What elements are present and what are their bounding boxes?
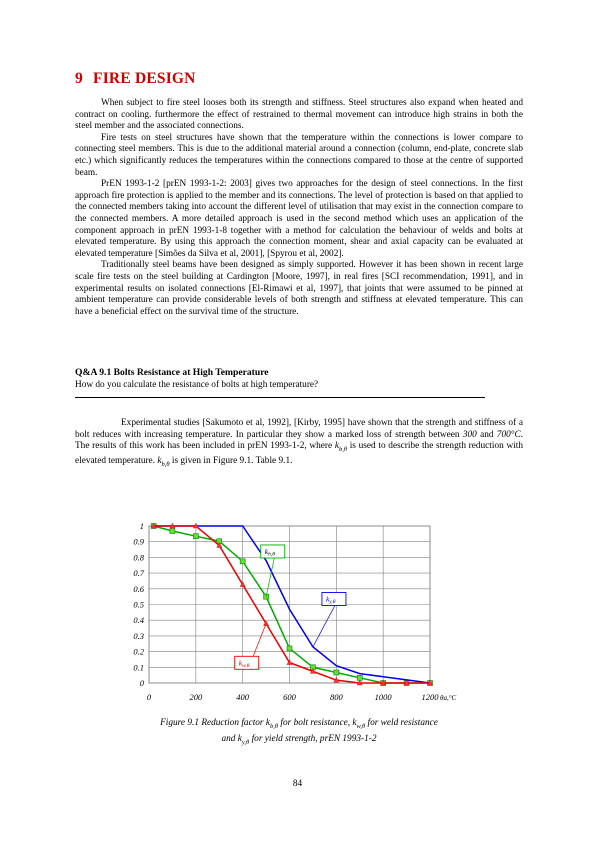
paragraph: Traditionally steel beams have been desi… — [75, 260, 523, 317]
answer-paragraph: Experimental studies [Sakumoto et al, 19… — [75, 418, 523, 468]
data-point — [193, 533, 199, 540]
data-point — [239, 558, 246, 565]
chapter-heading: 9 FIRE DESIGN — [75, 70, 196, 88]
y-tick-label: 1 — [140, 521, 144, 531]
annotation-label: ky,θ — [326, 595, 336, 606]
data-point — [286, 645, 293, 652]
qa-question: How do you calculate the resistance of b… — [75, 380, 319, 390]
y-tick-label: 0.4 — [133, 615, 144, 625]
y-tick-label: 0 — [140, 678, 145, 688]
annotation-label: kw,θ — [239, 658, 250, 669]
data-point — [216, 542, 223, 548]
chapter-number: 9 — [75, 70, 83, 87]
annotation-box — [260, 544, 286, 559]
x-tick-label: 1000 — [375, 692, 393, 702]
page-number: 84 — [292, 779, 303, 789]
y-tick-label: 0.3 — [133, 631, 144, 641]
figure-caption: Figure 9.1 Reduction factor kb,θ for bol… — [160, 718, 438, 746]
data-point — [309, 668, 316, 674]
data-point — [380, 679, 387, 686]
annotation-label: kb,θ — [265, 547, 275, 558]
x-tick-label: 600 — [283, 692, 297, 702]
y-tick-label: 0.9 — [133, 537, 144, 547]
paragraph: Fire tests on steel structures have show… — [75, 132, 523, 178]
y-tick-label: 0.5 — [133, 600, 144, 610]
paragraph: When subject to fire steel looses both i… — [75, 98, 523, 132]
data-point — [356, 679, 363, 686]
x-tick-label: 0 — [147, 692, 152, 702]
intro-section: When subject to fire steel looses both i… — [75, 98, 523, 318]
data-point — [263, 593, 269, 600]
annotation-leader — [265, 555, 276, 597]
data-point — [403, 679, 410, 686]
data-point — [427, 679, 433, 686]
annotation-box — [234, 655, 260, 670]
annotation-box — [321, 592, 347, 606]
y-tick-label: 0.6 — [133, 584, 144, 594]
annotation-leader — [312, 603, 337, 648]
x-tick-label: 400 — [236, 692, 250, 702]
y-tick-label: 0.1 — [133, 662, 144, 672]
x-tick-label: 200 — [189, 692, 203, 702]
x-tick-label: 800 — [330, 692, 344, 702]
y-tick-label: 0.8 — [133, 552, 144, 562]
chart-svg: 0 0.1 0.2 0.3 0.4 0.5 0.6 0.7 0.8 0.9 1 0 200 400 600 8… — [133, 521, 456, 702]
x-axis-label: θa,°C — [440, 694, 456, 702]
data-point — [333, 676, 340, 683]
y-tick-label: 0.2 — [133, 647, 144, 657]
data-point — [192, 522, 199, 529]
data-point — [286, 659, 293, 665]
data-point — [150, 522, 157, 529]
data-point — [169, 522, 176, 529]
answer-section: Experimental studies [Sakumoto et al, 19… — [75, 418, 523, 470]
data-point — [239, 581, 246, 587]
data-point — [263, 620, 270, 626]
divider — [75, 397, 485, 398]
qa-title: Q&A 9.1 Bolts Resistance at High Tempera… — [75, 367, 269, 378]
data-point — [333, 669, 340, 676]
y-tick-label: 0.7 — [133, 568, 144, 578]
data-point — [169, 528, 176, 534]
reduction-factor-chart: 0 0.1 0.2 0.3 0.4 0.5 0.6 0.7 0.8 0.9 1 0 200 400 600 8… — [120, 516, 470, 706]
x-tick-label: 1200 — [422, 692, 440, 702]
chapter-title: FIRE DESIGN — [93, 70, 196, 87]
paragraph: PrEN 1993-1-2 [prEN 1993-1-2: 2003] give… — [75, 179, 523, 259]
data-point — [356, 675, 363, 681]
